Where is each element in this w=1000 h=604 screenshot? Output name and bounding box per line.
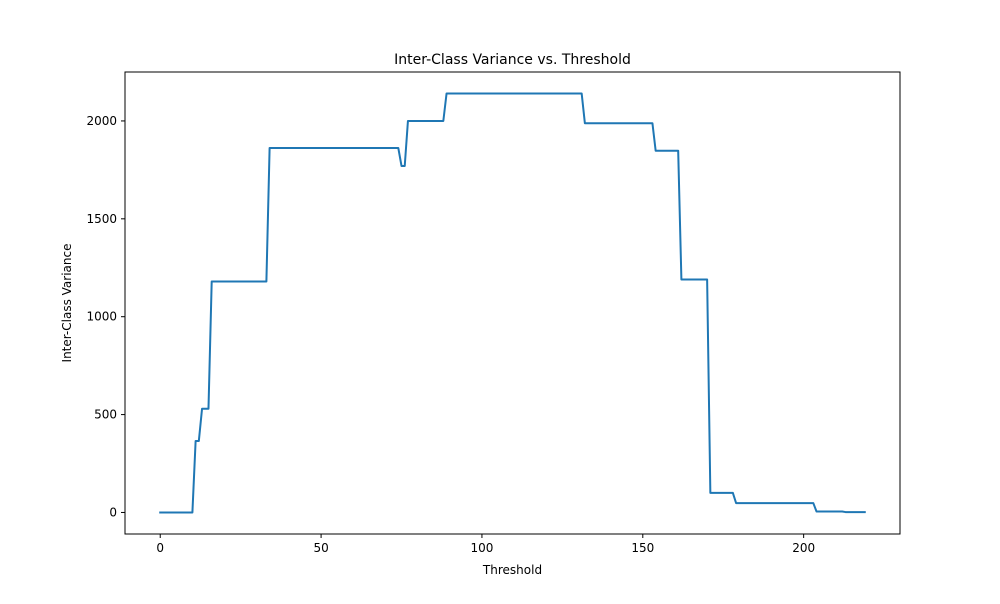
x-axis-label: Threshold — [482, 563, 542, 577]
y-tick-label: 0 — [109, 505, 117, 519]
x-tick-label: 50 — [313, 541, 328, 555]
y-tick-label: 1500 — [86, 212, 117, 226]
y-tick-label: 2000 — [86, 114, 117, 128]
x-tick-label: 150 — [631, 541, 654, 555]
x-tick-label: 100 — [470, 541, 493, 555]
series-line — [159, 92, 866, 514]
chart-title: Inter-Class Variance vs. Threshold — [394, 52, 631, 68]
y-tick-label: 500 — [94, 408, 117, 422]
y-axis-label: Inter-Class Variance — [60, 244, 74, 363]
x-tick-label: 200 — [792, 541, 815, 555]
y-tick-label: 1000 — [86, 310, 117, 324]
plot-area-frame — [124, 71, 901, 535]
x-tick-label: 0 — [156, 541, 164, 555]
